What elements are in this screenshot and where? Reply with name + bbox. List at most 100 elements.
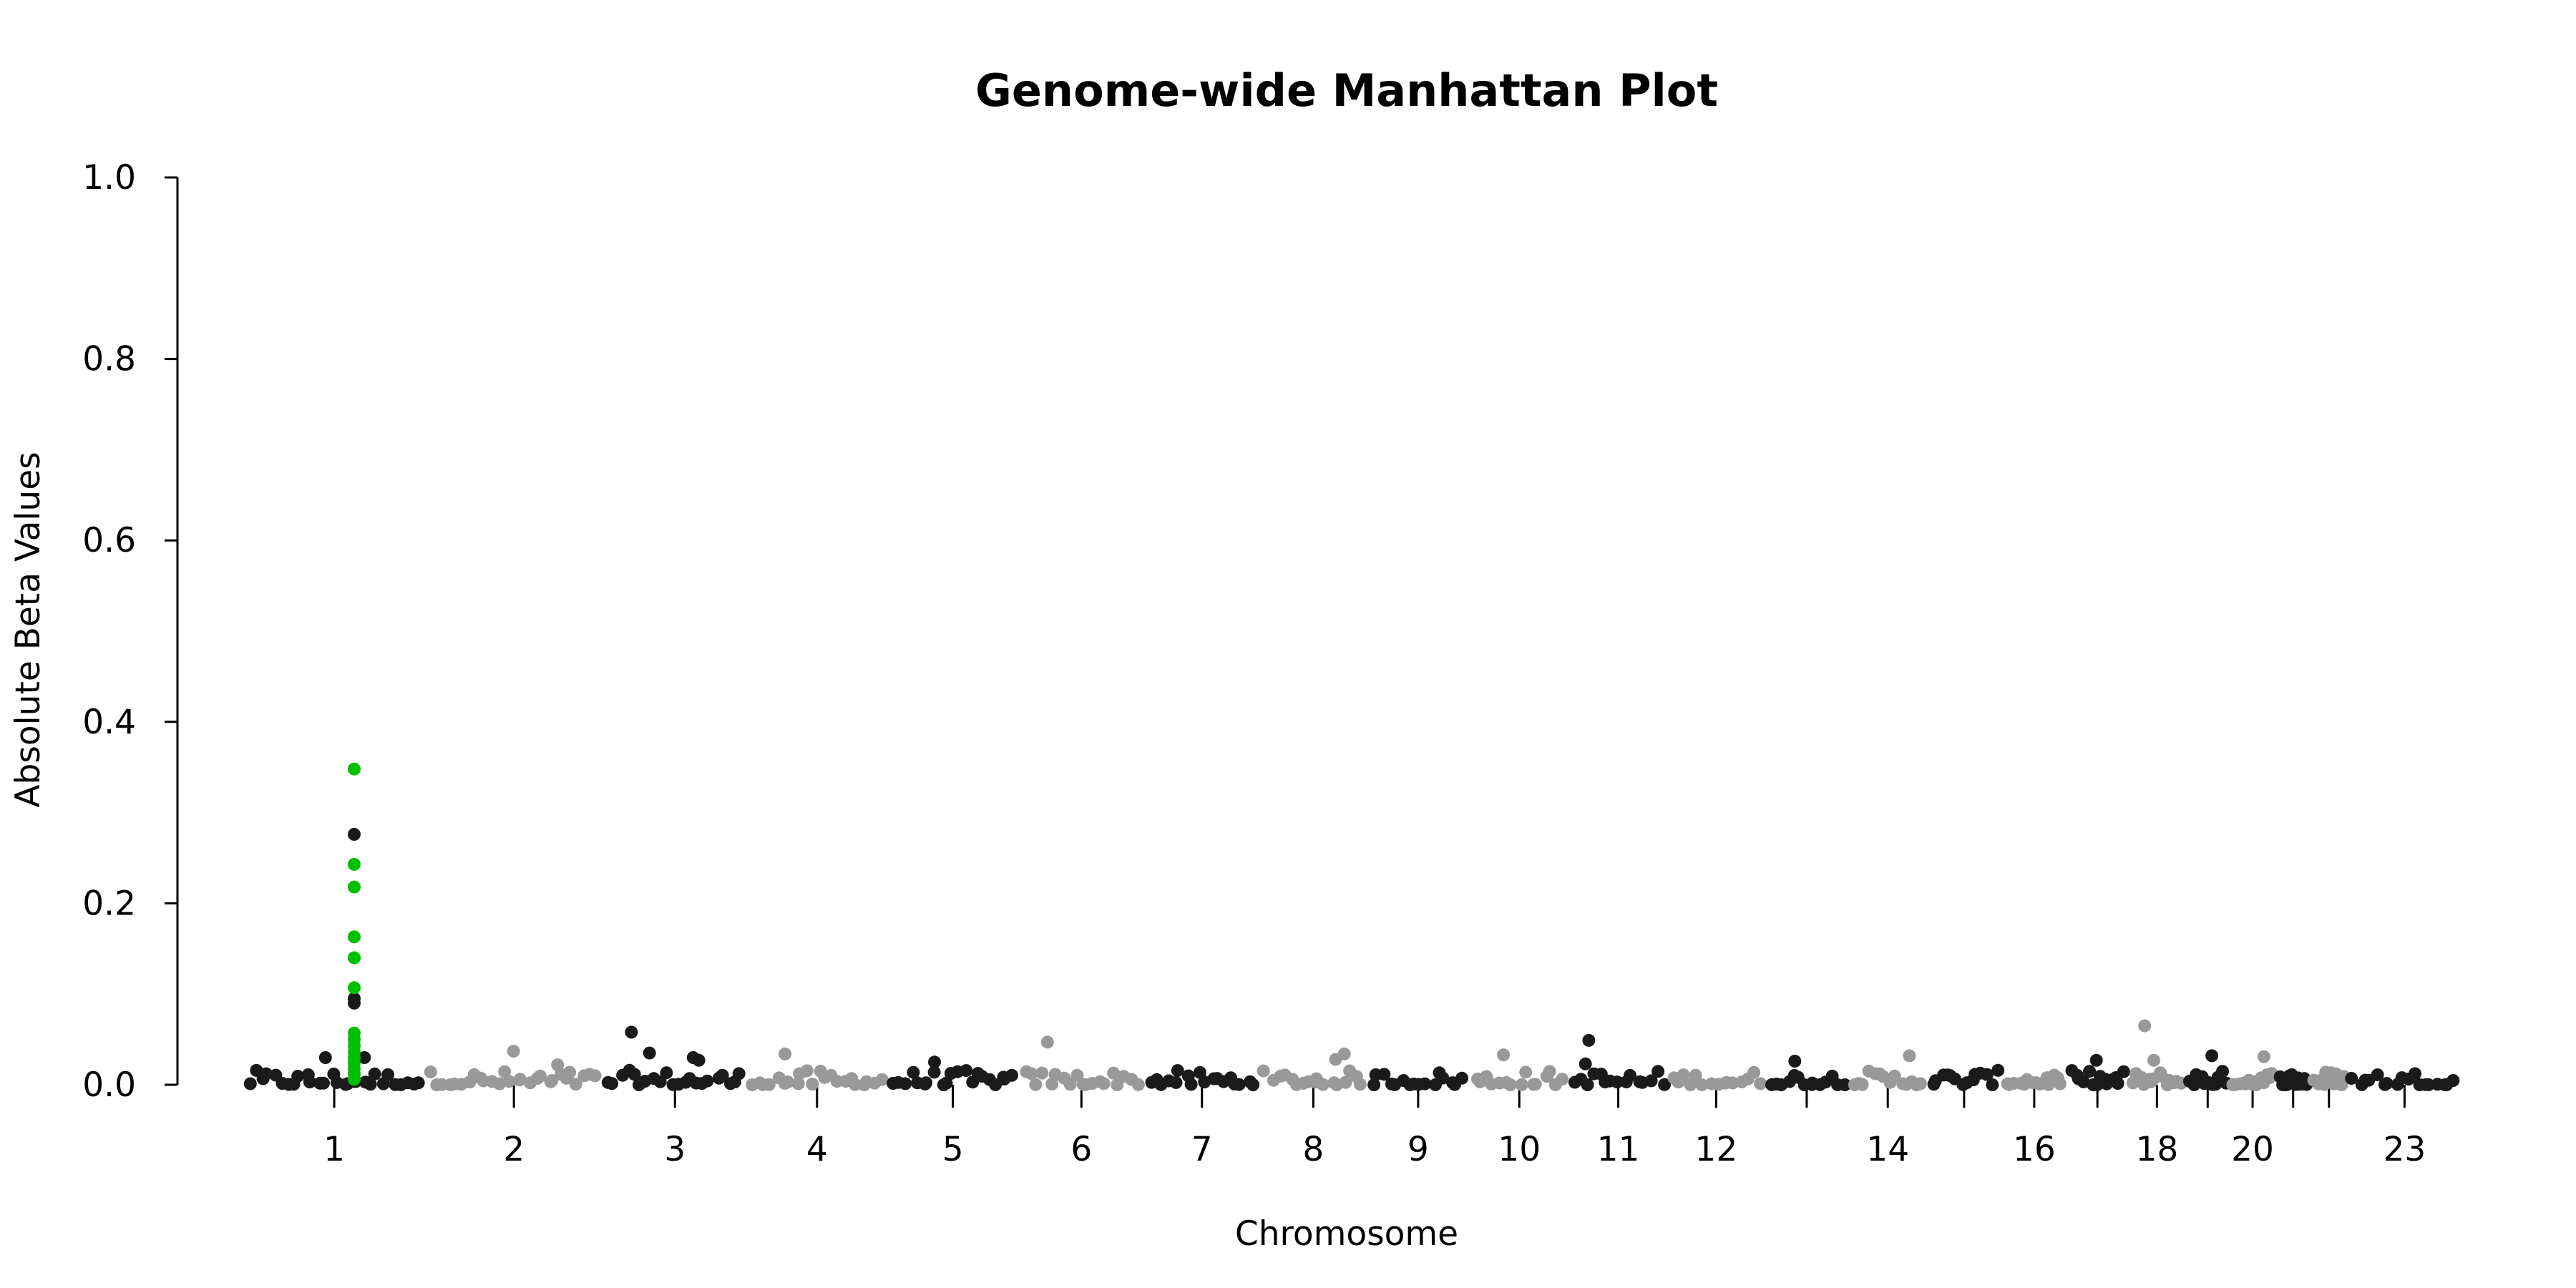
x-tick-label: 18 — [2135, 1130, 2178, 1169]
y-tick-label: 0.0 — [82, 1065, 136, 1105]
data-point — [348, 1073, 361, 1086]
data-point — [1579, 1057, 1592, 1070]
data-point — [348, 828, 361, 841]
data-point — [348, 930, 361, 944]
data-point — [779, 1047, 792, 1060]
data-point — [502, 1075, 516, 1088]
data-point — [660, 1066, 673, 1080]
data-point — [569, 1078, 582, 1091]
data-point — [317, 1076, 330, 1090]
data-point — [2257, 1050, 2270, 1063]
data-point — [1353, 1078, 1367, 1091]
data-point — [498, 1065, 512, 1078]
data-point — [358, 1051, 371, 1064]
data-point — [1689, 1068, 1702, 1082]
data-point — [381, 1068, 395, 1081]
data-point — [318, 1051, 332, 1064]
y-tick-label: 0.6 — [82, 521, 136, 560]
data-point — [348, 996, 361, 1010]
data-point — [291, 1070, 305, 1083]
data-point — [1677, 1068, 1690, 1082]
y-axis: 0.0 0.2 0.4 0.6 0.8 1.0 — [82, 158, 179, 1105]
data-point — [1754, 1077, 1767, 1091]
data-point — [259, 1067, 273, 1080]
data-point — [1788, 1055, 1802, 1068]
data-point — [1131, 1078, 1145, 1091]
x-tick-label: 5 — [942, 1130, 964, 1169]
data-point — [1543, 1065, 1556, 1078]
data-point — [2147, 1053, 2160, 1067]
data-point — [1455, 1071, 1468, 1085]
data-point — [1515, 1078, 1528, 1091]
data-point — [411, 1076, 425, 1090]
data-point — [1097, 1077, 1111, 1091]
data-point — [1582, 1033, 1596, 1047]
data-point — [849, 1078, 862, 1091]
data-point — [1040, 1035, 1054, 1049]
data-point — [1232, 1078, 1246, 1091]
data-point — [919, 1076, 933, 1090]
data-point — [830, 1075, 844, 1088]
data-point — [507, 1045, 520, 1058]
data-point — [1913, 1077, 1927, 1091]
data-point — [762, 1078, 776, 1091]
data-point — [940, 1076, 953, 1090]
x-tick-label: 8 — [1302, 1130, 1324, 1169]
data-point — [1658, 1078, 1672, 1091]
data-point — [960, 1064, 973, 1078]
data-point — [348, 857, 361, 871]
x-tick-label: 10 — [1498, 1130, 1541, 1169]
data-point — [348, 880, 361, 894]
x-tick-label: 4 — [806, 1130, 828, 1169]
data-point — [588, 1069, 602, 1083]
y-tick-label: 0.8 — [82, 340, 136, 379]
chart-title: Genome-wide Manhattan Plot — [975, 64, 1718, 117]
data-point — [927, 1065, 941, 1079]
data-point — [303, 1075, 316, 1089]
data-point — [1418, 1077, 1432, 1091]
data-point — [513, 1073, 527, 1086]
data-point — [368, 1067, 381, 1080]
data-point — [1695, 1078, 1709, 1091]
data-point — [424, 1065, 437, 1079]
data-point — [2111, 1077, 2124, 1090]
data-point — [1246, 1078, 1260, 1091]
data-point — [1257, 1064, 1270, 1078]
data-point — [2077, 1075, 2090, 1088]
data-point — [1377, 1068, 1391, 1081]
data-point — [1005, 1068, 1018, 1082]
data-point — [1556, 1073, 1569, 1086]
data-point — [1528, 1078, 1542, 1091]
y-axis-label: Absolute Beta Values — [9, 452, 48, 807]
data-point — [1337, 1047, 1351, 1060]
data-point — [899, 1077, 912, 1091]
x-tick-label: 2 — [503, 1130, 525, 1169]
x-tick-label: 3 — [664, 1130, 686, 1169]
data-point — [1035, 1066, 1049, 1080]
data-point — [545, 1074, 559, 1088]
data-point — [781, 1075, 795, 1089]
data-point — [1029, 1078, 1043, 1091]
data-point — [2053, 1077, 2067, 1091]
data-point — [625, 1025, 638, 1039]
data-point — [1611, 1075, 1624, 1089]
data-point — [1652, 1065, 1665, 1078]
data-point — [2138, 1019, 2152, 1033]
x-tick-label: 6 — [1070, 1130, 1092, 1169]
data-point — [533, 1069, 547, 1083]
data-point — [1025, 1067, 1038, 1080]
x-tick-label: 16 — [2013, 1130, 2056, 1169]
y-tick-label: 0.2 — [82, 884, 136, 923]
data-point — [1644, 1074, 1658, 1088]
data-points — [243, 762, 2460, 1091]
data-point — [1367, 1078, 1381, 1091]
data-point — [928, 1055, 941, 1069]
data-point — [1339, 1075, 1352, 1089]
data-point — [1624, 1068, 1636, 1082]
data-point — [907, 1065, 920, 1079]
data-point — [243, 1077, 257, 1091]
x-tick-label: 23 — [2383, 1130, 2426, 1169]
data-point — [628, 1068, 641, 1081]
data-point — [1169, 1075, 1183, 1089]
data-point — [2380, 1077, 2394, 1091]
